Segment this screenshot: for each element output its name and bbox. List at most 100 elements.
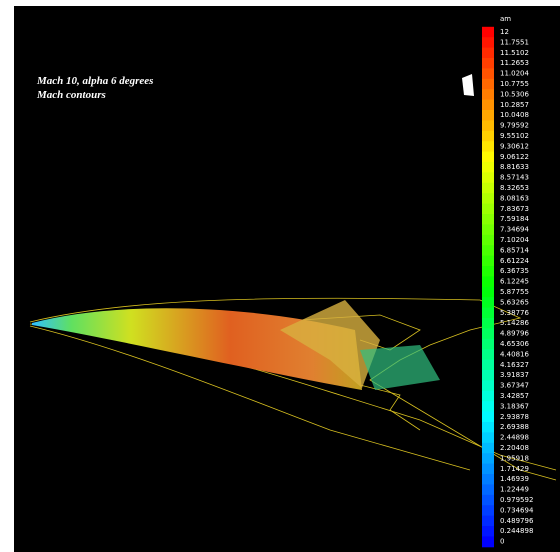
colorbar-tick-label: 5.63265 [500, 298, 529, 306]
colorbar-swatch [482, 235, 494, 246]
colorbar-tick-label: 5.14286 [500, 319, 529, 327]
colorbar-tick-label: 6.85714 [500, 246, 529, 254]
colorbar-tick-label: 6.12245 [500, 278, 529, 286]
colorbar-tick-label: 8.08163 [500, 194, 529, 202]
colorbar-tick-label: 0.244898 [500, 527, 533, 535]
colorbar-tick-label: 8.57143 [500, 174, 529, 182]
colorbar-tick-label: 9.79592 [500, 122, 529, 130]
colorbar-swatch [482, 172, 494, 183]
colorbar-swatch [482, 183, 494, 194]
colorbar-swatch [482, 339, 494, 350]
colorbar-swatch [482, 141, 494, 152]
colorbar-tick-label: 5.87755 [500, 288, 529, 296]
colorbar-tick-label: 7.59184 [500, 215, 529, 223]
annotation-line: Mach 10, alpha 6 degrees [36, 75, 153, 87]
annotation-line: Mach contours [36, 89, 106, 101]
colorbar-tick-label: 11.2653 [500, 59, 529, 67]
colorbar-tick-label: 8.81633 [500, 163, 529, 171]
colorbar-swatch [482, 89, 494, 100]
colorbar-tick-label: 0.734694 [500, 506, 534, 514]
colorbar-swatch [482, 453, 494, 464]
colorbar-swatch [482, 370, 494, 381]
colorbar-tick-label: 2.44898 [500, 434, 529, 442]
colorbar-tick-label: 9.30612 [500, 142, 529, 150]
colorbar-tick-label: 4.89796 [500, 330, 529, 338]
marker [462, 74, 474, 96]
colorbar-swatch [482, 131, 494, 142]
colorbar-tick-label: 3.67347 [500, 382, 529, 390]
colorbar-swatch [482, 297, 494, 308]
colorbar-swatch [482, 27, 494, 38]
colorbar-tick-label: 3.91837 [500, 371, 529, 379]
colorbar-swatch [482, 505, 494, 516]
colorbar-swatch [482, 360, 494, 371]
colorbar-swatch [482, 214, 494, 225]
colorbar-tick-label: 10.7755 [500, 80, 529, 88]
colorbar-tick-label: 4.40816 [500, 350, 529, 358]
colorbar-tick-label: 11.0204 [500, 70, 529, 78]
colorbar-tick-label: 2.93878 [500, 413, 529, 421]
colorbar-tick-label: 12 [500, 28, 509, 36]
colorbar-swatch [482, 100, 494, 111]
colorbar-tick-label: 0.979592 [500, 496, 533, 504]
colorbar-tick-label: 3.42857 [500, 392, 529, 400]
colorbar-swatch [482, 328, 494, 339]
colorbar-tick-label: 10.2857 [500, 101, 529, 109]
colorbar-swatch [482, 245, 494, 256]
colorbar-tick-label: 11.7551 [500, 38, 529, 46]
colorbar-tick-label: 2.69388 [500, 423, 529, 431]
colorbar-tick-label: 9.06122 [500, 153, 529, 161]
page: Mach 10, alpha 6 degrees Mach contours a… [0, 0, 560, 552]
colorbar-tick-label: 8.32653 [500, 184, 529, 192]
colorbar-swatch [482, 318, 494, 329]
colorbar-swatch [482, 422, 494, 433]
colorbar-swatch [482, 79, 494, 90]
colorbar-swatch [482, 120, 494, 131]
colorbar-swatch [482, 443, 494, 454]
colorbar-swatch [482, 484, 494, 495]
colorbar-swatch [482, 256, 494, 267]
colorbar-tick-label: 3.18367 [500, 402, 529, 410]
colorbar-tick-label: 7.83673 [500, 205, 529, 213]
colorbar-swatch [482, 536, 494, 547]
colorbar-swatch [482, 266, 494, 277]
colorbar-swatch [482, 276, 494, 287]
colorbar-tick-label: 1.71429 [500, 465, 529, 473]
colorbar-swatch [482, 58, 494, 69]
colorbar-swatch [482, 495, 494, 506]
visualization: Mach 10, alpha 6 degrees Mach contours a… [0, 0, 560, 552]
colorbar-swatch [482, 224, 494, 235]
colorbar-swatch [482, 464, 494, 475]
background [14, 6, 560, 552]
colorbar-swatch [482, 432, 494, 443]
colorbar-swatch [482, 193, 494, 204]
colorbar-tick-label: 11.5102 [500, 49, 529, 57]
colorbar-tick-label: 6.61224 [500, 257, 529, 265]
colorbar-tick-label: 0.489796 [500, 517, 534, 525]
colorbar-tick-label: 4.16327 [500, 361, 529, 369]
colorbar-swatch [482, 412, 494, 423]
colorbar-swatch [482, 204, 494, 215]
colorbar-tick-label: 0 [500, 538, 504, 546]
colorbar-tick-label: 7.10204 [500, 236, 529, 244]
colorbar-tick-label: 2.20408 [500, 444, 529, 452]
colorbar-swatch [482, 162, 494, 173]
colorbar-swatch [482, 287, 494, 298]
colorbar-tick-label: 9.55102 [500, 132, 529, 140]
colorbar-tick-label: 1.95918 [500, 454, 529, 462]
colorbar-swatch [482, 391, 494, 402]
colorbar-swatch [482, 308, 494, 319]
colorbar-tick-label: 1.46939 [500, 475, 529, 483]
colorbar-tick-label: 10.0408 [500, 111, 529, 119]
colorbar-swatch [482, 110, 494, 121]
colorbar-swatch [482, 68, 494, 79]
colorbar-tick-label: 5.38776 [500, 309, 529, 317]
colorbar-tick-label: 6.36735 [500, 267, 529, 275]
colorbar-label: am [500, 15, 511, 23]
colorbar-swatch [482, 516, 494, 527]
colorbar-swatch [482, 349, 494, 360]
colorbar-swatch [482, 401, 494, 412]
colorbar-swatch [482, 37, 494, 48]
colorbar-tick-label: 10.5306 [500, 90, 529, 98]
colorbar-swatch [482, 48, 494, 59]
